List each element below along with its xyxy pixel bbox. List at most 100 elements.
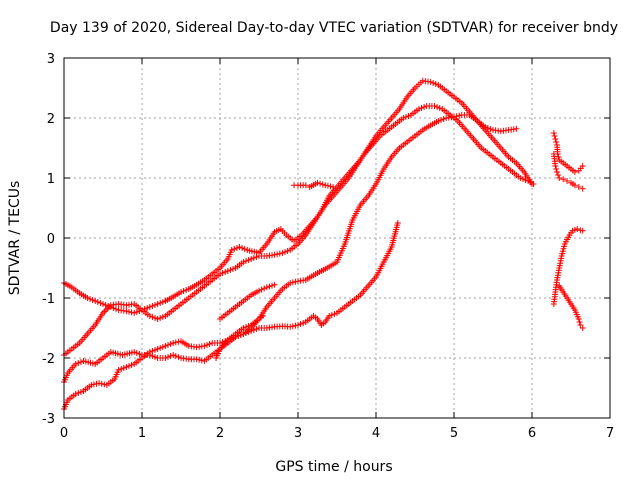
data-point [123,364,130,370]
series-track-j [550,226,586,307]
data-point [180,288,187,294]
data-point [553,166,560,172]
data-point [219,270,226,276]
data-point [152,315,158,321]
series-track-g [291,179,337,190]
data-point [146,349,153,355]
data-point [550,130,557,136]
x-tick-label: 0 [60,426,68,441]
data-point [579,163,586,169]
data-point [159,314,166,320]
y-tick-label: 1 [47,172,55,187]
data-point [131,310,138,316]
data-point [435,118,442,124]
data-point [196,356,203,363]
data-point [222,269,229,275]
data-point [198,357,205,364]
data-point [274,251,281,258]
x-tick-label: 7 [606,426,614,441]
data-point [517,175,524,181]
data-point [430,80,437,86]
data-point [75,360,82,366]
data-point [152,347,158,353]
data-point [236,244,243,250]
series-track-b [61,77,535,358]
data-point [165,342,171,348]
data-point [98,380,105,387]
data-point [243,330,249,336]
x-tick-label: 4 [372,426,380,441]
data-point [271,281,278,288]
data-point [553,139,560,145]
data-point [133,350,140,356]
data-point [400,115,407,121]
y-tick-label: -1 [42,292,55,307]
data-point [152,354,158,360]
data-point [167,341,174,347]
data-point [154,316,161,322]
data-point [89,297,96,303]
series-track-d [61,220,401,412]
data-point [172,339,179,346]
data-point [575,316,582,322]
y-tick-label: 0 [47,232,55,247]
data-point [230,266,236,272]
data-point [245,329,252,335]
data-point [553,169,560,175]
data-point [250,327,257,333]
data-point [560,176,567,183]
data-point [314,179,321,186]
data-point [87,296,93,302]
data-point [149,314,156,320]
chart-title: Day 139 of 2020, Sidereal Day-to-day VTE… [50,20,618,36]
data-point [167,353,174,359]
data-point [421,104,428,110]
data-point [233,245,240,251]
data-point [144,305,151,311]
data-point [149,303,156,309]
data-point [159,299,166,305]
data-point [228,247,235,253]
data-point [243,324,249,330]
data-point [72,361,79,367]
data-point [552,163,559,169]
data-point [287,280,294,286]
x-tick-label: 6 [528,426,536,441]
data-point [162,343,169,349]
data-point [402,114,409,120]
data-point [487,126,494,132]
data-point [482,124,489,130]
data-point [240,325,247,331]
data-point [330,184,337,190]
data-point [152,302,158,308]
data-point [322,182,329,189]
data-point [405,113,412,119]
data-point [146,304,153,310]
data-point [289,279,296,286]
data-point [224,268,231,274]
data-point [253,254,260,260]
data-point [276,250,283,257]
data-point [529,181,535,187]
data-point [259,313,266,319]
data-point [279,250,286,256]
data-point [248,328,255,334]
data-point [431,103,438,109]
data-point [90,381,97,388]
data-point [266,283,273,290]
data-point [237,332,244,338]
data-point [115,367,122,373]
data-point [240,259,247,265]
data-point [319,181,326,188]
data-point [245,257,252,263]
data-point [289,323,296,330]
series-track-e [213,313,266,361]
data-point [217,271,223,277]
data-point [175,354,182,360]
data-point [297,321,304,327]
data-points [61,77,586,412]
y-tick-label: 2 [47,112,55,127]
data-point [253,326,260,332]
x-axis-label: GPS time / hours [275,459,392,475]
data-point [172,353,179,359]
